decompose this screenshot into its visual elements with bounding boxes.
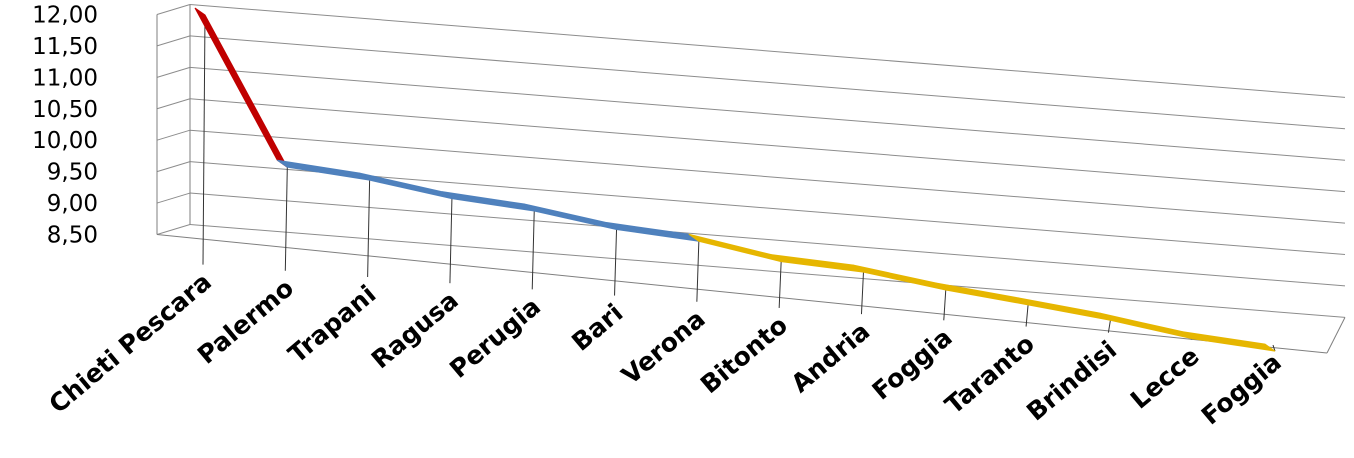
drop-line xyxy=(202,15,206,265)
ribbon-segment xyxy=(194,7,288,168)
ribbon-segment xyxy=(606,222,700,242)
gridline xyxy=(189,161,1346,255)
ribbon-segment xyxy=(441,191,535,212)
data-ribbon xyxy=(194,7,1276,352)
drop-line xyxy=(943,289,947,321)
drop-line xyxy=(860,272,864,315)
y-tick-label: 10,00 xyxy=(32,128,98,154)
gridline-side xyxy=(156,192,191,204)
ribbon-segment xyxy=(359,172,453,200)
drop-line xyxy=(1272,344,1276,352)
y-tick-label: 9,00 xyxy=(47,191,98,217)
x-axis-tick-labels: Chieti PescaraPalermoTrapaniRagusaPerugi… xyxy=(44,267,1287,430)
y-axis-tick-labels: 8,50 9,00 9,50 10,00 10,50 11,00 11,50 12,00 xyxy=(32,2,98,248)
ribbon-segment xyxy=(770,254,864,273)
ribbon-segment xyxy=(523,203,617,231)
drop-line xyxy=(614,229,618,296)
gridline xyxy=(189,129,1346,224)
drop-line xyxy=(367,180,371,278)
x-tick-label: Lecce xyxy=(1125,341,1205,414)
y-tick-label: 8,50 xyxy=(47,222,98,248)
y-tick-label: 10,50 xyxy=(32,97,98,123)
floor-front-edge xyxy=(156,233,1328,354)
x-tick-label: Bari xyxy=(566,298,628,357)
gridline xyxy=(189,192,1346,287)
x-tick-label: Chieti Pescara xyxy=(44,267,217,419)
gridline xyxy=(189,3,1346,98)
drop-line xyxy=(778,261,782,308)
gridline xyxy=(189,66,1346,161)
drop-lines xyxy=(202,15,1276,352)
gridline xyxy=(189,35,1346,130)
drop-line xyxy=(1025,304,1029,327)
y-tick-label: 11,50 xyxy=(32,34,98,60)
ribbon-segment xyxy=(853,264,947,291)
x-tick-label: Bitonto xyxy=(695,310,793,399)
ribbon-segment xyxy=(1182,331,1276,352)
y-tick-label: 11,00 xyxy=(32,65,98,91)
y-tick-label: 9,50 xyxy=(47,160,98,186)
ribbon-segment xyxy=(688,233,782,263)
floor-right-edge xyxy=(1326,317,1346,354)
y-tick-label: 12,00 xyxy=(32,2,98,28)
ribbon-segment xyxy=(1017,297,1111,321)
gridline-side xyxy=(156,161,191,173)
drop-line xyxy=(1107,320,1111,333)
drop-line xyxy=(449,198,453,284)
drop-line xyxy=(696,241,700,302)
ribbon-segment xyxy=(935,282,1029,306)
gridline-side xyxy=(156,4,191,15)
x-tick-label: Trapani xyxy=(283,279,382,368)
drop-line xyxy=(284,167,288,271)
gridline xyxy=(189,98,1346,193)
gridline-side xyxy=(156,98,191,110)
gridline-side xyxy=(156,129,191,141)
x-tick-label: Foggia xyxy=(1196,347,1287,430)
gridline-side xyxy=(156,35,191,47)
gridlines xyxy=(156,3,1346,318)
axes xyxy=(156,4,1346,354)
gridline-side xyxy=(156,224,191,235)
drop-line xyxy=(531,211,535,290)
x-tick-label: Andria xyxy=(786,317,876,399)
gridline-side xyxy=(156,66,191,78)
gridline xyxy=(189,223,1346,318)
